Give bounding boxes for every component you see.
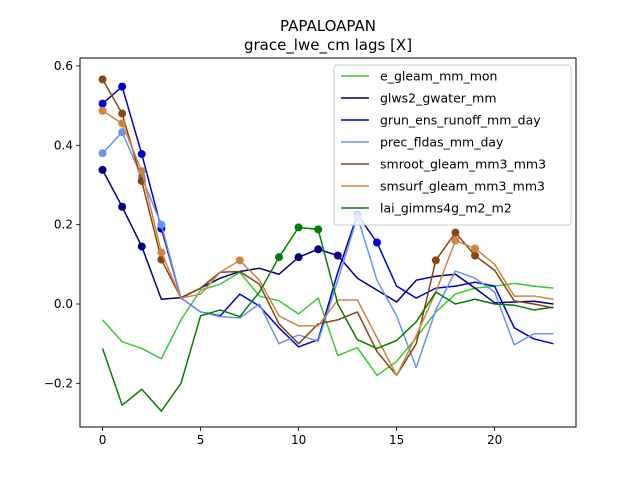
data-point (98, 106, 107, 115)
legend-label: glws2_gwater_mm (380, 91, 497, 106)
data-point (118, 202, 127, 211)
ticks-layer: 0 5 10 15 20 −0.2 0.0 0.2 0.4 0.6 (44, 59, 502, 447)
data-point (451, 228, 460, 237)
data-point (118, 109, 127, 118)
x-tick-label: 20 (487, 433, 502, 447)
plot-frame (79, 57, 577, 428)
legend-label: lai_gimms4g_m2_m2 (380, 201, 512, 216)
legend-label: e_gleam_mm_mon (380, 69, 497, 84)
chart-subtitle: grace_lwe_cm lags [X] (244, 36, 412, 55)
data-point (294, 253, 303, 262)
y-tick-label: 0.0 (54, 297, 73, 311)
legend-label: grun_ens_runoff_mm_day (380, 113, 541, 128)
data-point (137, 242, 146, 251)
series-glws2_gwater_mm (98, 165, 554, 305)
chart-title: PAPALOAPAN (280, 17, 376, 35)
y-tick-label: 0.6 (54, 59, 73, 73)
series-line (102, 110, 554, 377)
series-line (101, 169, 554, 305)
legend: e_gleam_mm_mon glws2_gwater_mm grun_ens_ru… (333, 64, 572, 226)
data-point (98, 165, 107, 174)
data-point (314, 225, 323, 234)
y-tick-label: −0.2 (44, 376, 73, 390)
data-point (235, 256, 244, 265)
data-point (118, 82, 127, 91)
x-tick-label: 10 (291, 433, 306, 447)
series-e_gleam_mm_mon (101, 271, 554, 377)
series-line (101, 271, 554, 377)
data-point (471, 244, 480, 253)
series-layer (98, 75, 554, 412)
data-point (274, 253, 283, 262)
x-tick-label: 5 (197, 433, 205, 447)
data-point (98, 99, 107, 108)
data-point (137, 150, 146, 159)
series-line (101, 131, 554, 369)
data-point (157, 248, 166, 257)
data-point (471, 251, 480, 260)
data-point (98, 75, 107, 84)
data-point (314, 245, 323, 254)
data-point (451, 236, 460, 245)
series-line (101, 226, 554, 412)
y-tick-label: 0.2 (54, 218, 73, 232)
series-smsurf_gleam_mm3_mm3 (98, 106, 554, 377)
legend-label: prec_fldas_mm_day (380, 135, 504, 150)
legend-box (333, 64, 572, 226)
data-point (98, 149, 107, 158)
data-point (294, 223, 303, 232)
data-point (137, 167, 146, 176)
legend-label: smsurf_gleam_mm3_mm3 (380, 179, 545, 194)
data-point (157, 220, 166, 229)
data-point (118, 119, 127, 128)
y-tick-label: 0.4 (54, 138, 73, 152)
data-point (373, 238, 382, 247)
data-point (333, 251, 342, 260)
x-tick-label: 0 (99, 433, 107, 447)
legend-label: smroot_gleam_mm3_mm3 (380, 157, 546, 172)
x-tick-label: 15 (389, 433, 404, 447)
series-lai_gimms4g_m2_m2 (101, 223, 554, 412)
data-point (431, 256, 440, 265)
